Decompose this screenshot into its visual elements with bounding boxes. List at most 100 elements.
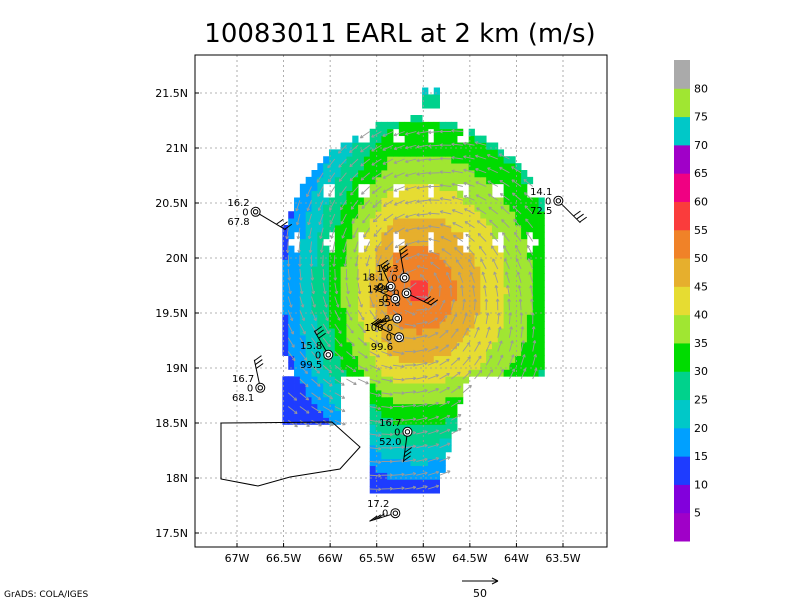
wind-cell bbox=[346, 362, 353, 370]
wind-cell bbox=[358, 335, 365, 343]
wind-cell bbox=[352, 314, 359, 322]
wind-vector bbox=[349, 144, 359, 153]
wind-cell bbox=[538, 314, 545, 322]
wind-vector-head bbox=[463, 155, 467, 159]
wind-cell bbox=[538, 218, 545, 226]
wind-cell bbox=[468, 321, 475, 329]
wind-cell bbox=[346, 142, 353, 150]
wind-vector-head bbox=[369, 291, 373, 295]
wind-cell bbox=[462, 314, 470, 322]
wind-vector bbox=[404, 323, 416, 327]
wind-vector-head bbox=[342, 422, 346, 426]
wind-cell bbox=[363, 176, 371, 185]
wind-cell bbox=[404, 486, 411, 494]
wind-cell bbox=[305, 314, 312, 322]
wind-cell bbox=[328, 252, 336, 260]
wind-cell bbox=[346, 355, 353, 363]
wind-vector bbox=[428, 250, 440, 256]
wind-vector-head bbox=[489, 369, 494, 373]
wind-cell bbox=[515, 245, 522, 253]
wind-vector bbox=[394, 186, 405, 192]
wind-vector-head bbox=[339, 343, 343, 347]
wind-cell bbox=[439, 225, 446, 233]
wind-cell bbox=[305, 383, 312, 391]
wind-vector-head bbox=[435, 332, 439, 336]
wind-vector-head bbox=[361, 316, 365, 321]
wind-cell bbox=[387, 218, 394, 226]
vector-scale: 50 bbox=[462, 577, 499, 600]
wind-cell bbox=[538, 197, 545, 205]
wind-cell bbox=[457, 190, 464, 198]
wind-vector bbox=[466, 246, 475, 256]
wind-cell bbox=[445, 396, 452, 405]
wind-vector bbox=[382, 131, 394, 137]
wind-cell bbox=[532, 266, 539, 274]
wind-cell bbox=[445, 245, 452, 253]
wind-cell bbox=[439, 218, 446, 226]
wind-cell bbox=[369, 211, 376, 219]
wind-cell bbox=[393, 479, 400, 487]
wind-vector bbox=[329, 200, 336, 211]
wind-cell bbox=[387, 445, 394, 453]
wind-cell bbox=[416, 410, 423, 418]
wind-cell bbox=[317, 252, 324, 260]
wind-vector bbox=[357, 323, 366, 333]
wind-cell bbox=[299, 348, 307, 357]
wind-vector-head bbox=[389, 405, 393, 410]
wind-vector bbox=[404, 309, 416, 316]
wind-vector bbox=[416, 417, 428, 421]
wind-cell bbox=[422, 94, 429, 102]
wind-cell bbox=[416, 403, 423, 412]
wind-cell bbox=[393, 431, 400, 439]
wind-cell bbox=[404, 156, 411, 164]
wind-cell bbox=[427, 94, 435, 102]
wind-cell bbox=[334, 300, 342, 308]
wind-vector-head bbox=[349, 163, 353, 168]
wind-vector bbox=[499, 180, 510, 187]
wind-vector-head bbox=[529, 285, 533, 289]
wind-cell bbox=[393, 341, 400, 350]
wind-cell bbox=[439, 355, 446, 363]
wind-vector bbox=[374, 241, 382, 252]
wind-cell bbox=[486, 238, 493, 247]
wind-cell bbox=[387, 424, 394, 432]
wind-cell bbox=[445, 163, 452, 171]
wind-cell bbox=[503, 362, 510, 370]
wind-cell bbox=[457, 225, 464, 233]
wind-vector-head bbox=[533, 354, 537, 358]
wind-cell bbox=[433, 266, 440, 274]
wind-cell bbox=[509, 204, 516, 212]
wind-cell bbox=[294, 417, 301, 425]
wind-cell bbox=[288, 348, 295, 357]
wind-vector-head bbox=[468, 258, 472, 263]
wind-vector bbox=[488, 206, 499, 215]
wind-cell bbox=[398, 479, 406, 487]
wind-cell bbox=[317, 266, 324, 274]
wind-cell bbox=[381, 142, 388, 150]
wind-cell bbox=[416, 156, 423, 164]
wind-vector bbox=[334, 351, 344, 360]
wind-cell bbox=[532, 348, 539, 357]
wind-cell bbox=[328, 211, 336, 219]
wind-cell bbox=[422, 465, 429, 473]
wind-cell bbox=[526, 355, 534, 363]
wind-vector-head bbox=[316, 179, 321, 183]
wind-vector bbox=[357, 282, 361, 295]
wind-vector-head bbox=[371, 190, 376, 194]
wind-cell bbox=[404, 170, 411, 178]
wind-cell bbox=[474, 211, 481, 219]
wind-cell bbox=[480, 348, 487, 357]
wind-vector-head bbox=[376, 262, 380, 267]
wind-cell bbox=[538, 328, 545, 336]
wind-cell bbox=[486, 293, 493, 302]
wind-cell bbox=[497, 335, 505, 343]
wind-vector bbox=[344, 255, 347, 267]
wind-cell bbox=[445, 176, 452, 185]
wind-cell bbox=[515, 293, 522, 302]
wind-cell bbox=[317, 176, 324, 185]
wind-vector-head bbox=[413, 336, 417, 341]
wind-vector-head bbox=[446, 414, 451, 419]
wind-cell bbox=[439, 204, 446, 212]
wind-cell bbox=[328, 286, 336, 295]
wind-vector-head bbox=[378, 473, 382, 478]
